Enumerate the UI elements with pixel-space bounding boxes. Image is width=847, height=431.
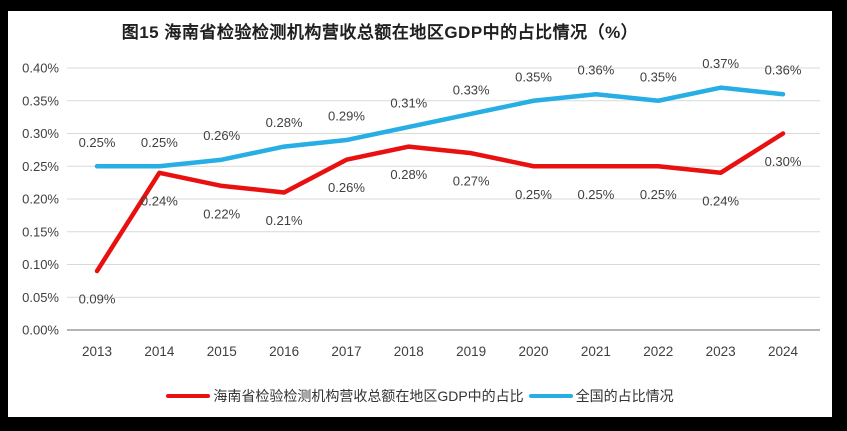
svg-text:0.28%: 0.28% bbox=[266, 115, 303, 130]
svg-text:2020: 2020 bbox=[519, 344, 549, 359]
red-line-swatch-icon bbox=[166, 393, 211, 399]
svg-text:2019: 2019 bbox=[456, 344, 486, 359]
svg-text:0.09%: 0.09% bbox=[79, 292, 116, 307]
svg-text:0.40%: 0.40% bbox=[22, 61, 59, 76]
legend-label-national: 全国的占比情况 bbox=[575, 388, 674, 404]
svg-text:0.25%: 0.25% bbox=[640, 187, 677, 202]
legend-item-hainan: 海南省检验检测机构营收总额在地区GDP中的占比 bbox=[166, 386, 524, 406]
blue-line-swatch-icon bbox=[528, 393, 573, 399]
svg-text:0.31%: 0.31% bbox=[390, 95, 427, 110]
svg-text:0.21%: 0.21% bbox=[266, 213, 303, 228]
svg-text:0.15%: 0.15% bbox=[22, 224, 59, 239]
svg-text:0.00%: 0.00% bbox=[22, 323, 59, 338]
svg-text:0.24%: 0.24% bbox=[702, 193, 739, 208]
svg-text:0.30%: 0.30% bbox=[765, 154, 802, 169]
svg-text:0.25%: 0.25% bbox=[141, 135, 178, 150]
svg-text:0.26%: 0.26% bbox=[328, 180, 365, 195]
svg-text:2023: 2023 bbox=[706, 344, 736, 359]
svg-text:2013: 2013 bbox=[82, 344, 112, 359]
svg-text:2018: 2018 bbox=[394, 344, 424, 359]
svg-text:0.26%: 0.26% bbox=[203, 128, 240, 143]
svg-text:0.25%: 0.25% bbox=[79, 135, 116, 150]
svg-text:2022: 2022 bbox=[643, 344, 673, 359]
chart-legend: 海南省检验检测机构营收总额在地区GDP中的占比 全国的占比情况 bbox=[8, 386, 832, 406]
svg-text:0.36%: 0.36% bbox=[765, 63, 802, 78]
chart-panel: 图15 海南省检验检测机构营收总额在地区GDP中的占比情况（%） 0.00% 0.… bbox=[8, 11, 832, 417]
svg-text:0.27%: 0.27% bbox=[453, 174, 490, 189]
svg-text:2017: 2017 bbox=[331, 344, 361, 359]
svg-text:0.24%: 0.24% bbox=[141, 193, 178, 208]
svg-text:0.36%: 0.36% bbox=[577, 63, 614, 78]
svg-text:0.25%: 0.25% bbox=[22, 159, 59, 174]
svg-text:0.05%: 0.05% bbox=[22, 290, 59, 305]
svg-text:0.35%: 0.35% bbox=[515, 69, 552, 84]
svg-text:0.35%: 0.35% bbox=[640, 69, 677, 84]
svg-text:0.30%: 0.30% bbox=[22, 126, 59, 141]
svg-text:0.37%: 0.37% bbox=[702, 56, 739, 71]
svg-text:0.29%: 0.29% bbox=[328, 109, 365, 124]
svg-text:0.20%: 0.20% bbox=[22, 192, 59, 207]
svg-text:0.10%: 0.10% bbox=[22, 257, 59, 272]
svg-text:2024: 2024 bbox=[768, 344, 799, 359]
svg-text:0.25%: 0.25% bbox=[515, 187, 552, 202]
legend-label-hainan: 海南省检验检测机构营收总额在地区GDP中的占比 bbox=[213, 388, 524, 404]
svg-text:0.35%: 0.35% bbox=[22, 93, 59, 108]
legend-item-national: 全国的占比情况 bbox=[528, 386, 674, 406]
chart-title: 图15 海南省检验检测机构营收总额在地区GDP中的占比情况（%） bbox=[121, 23, 639, 42]
svg-text:0.33%: 0.33% bbox=[453, 82, 490, 97]
svg-text:0.25%: 0.25% bbox=[577, 187, 614, 202]
svg-text:2015: 2015 bbox=[207, 344, 237, 359]
svg-text:0.22%: 0.22% bbox=[203, 206, 240, 221]
svg-text:2014: 2014 bbox=[144, 344, 175, 359]
svg-text:0.28%: 0.28% bbox=[390, 167, 427, 182]
svg-text:2021: 2021 bbox=[581, 344, 611, 359]
svg-text:2016: 2016 bbox=[269, 344, 299, 359]
chart-canvas: 0.00% 0.05% 0.10% 0.15% 0.20% 0.25% 0.30% 0.35%… bbox=[22, 56, 820, 359]
